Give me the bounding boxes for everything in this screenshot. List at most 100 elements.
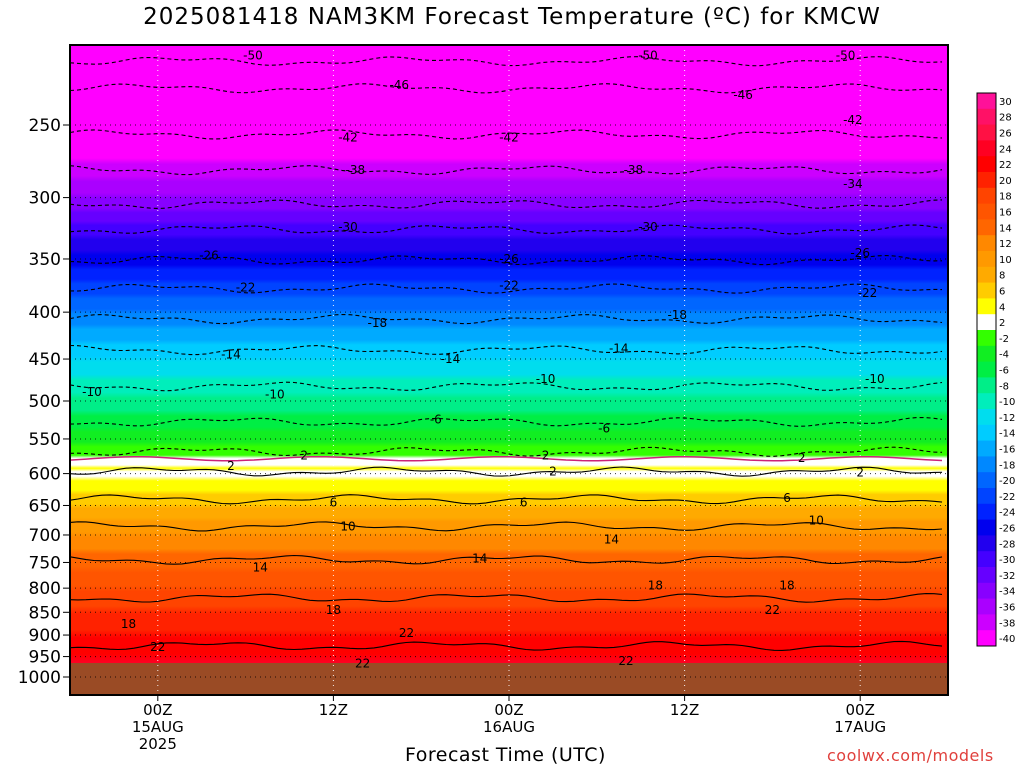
colorbar-swatch <box>977 598 996 615</box>
isotherm-line <box>70 313 943 325</box>
time-tick-label: 17AUG <box>834 718 886 736</box>
colorbar-swatch <box>977 314 996 331</box>
colorbar-label: 22 <box>999 160 1012 171</box>
contour-label: -50 <box>638 49 658 63</box>
colorbar-swatch <box>977 535 996 552</box>
colorbar-label: 24 <box>999 144 1012 155</box>
contour-label: 2 <box>798 451 806 465</box>
colorbar-swatch <box>977 172 996 189</box>
contour-label: 18 <box>121 617 136 631</box>
colorbar-label: 28 <box>999 113 1012 124</box>
isotherm-line <box>70 446 943 457</box>
contour-label: 22 <box>765 603 780 617</box>
colorbar-swatch <box>977 551 996 568</box>
colorbar-swatch <box>977 345 996 362</box>
colorbar-label: 30 <box>999 97 1012 108</box>
colorbar-swatch <box>977 582 996 599</box>
contour-label: 22 <box>399 626 414 640</box>
isotherm-line <box>70 165 943 176</box>
pressure-tick-label: 900 <box>29 626 61 646</box>
contour-label: 18 <box>326 603 341 617</box>
contour-label: 2 <box>227 459 235 473</box>
colorbar-swatch <box>977 251 996 268</box>
colorbar: 30 28 26 24 22 20 18 16 14 12 10 8 6 4 2 -2 -4 -6 -8 -10 -12… <box>976 92 1015 647</box>
colorbar-label: -10 <box>999 397 1015 408</box>
isotherm-line <box>70 224 943 235</box>
colorbar-label: -20 <box>999 476 1015 487</box>
contour-label: 22 <box>618 654 633 668</box>
colorbar-swatch <box>977 235 996 252</box>
colorbar-swatch <box>977 282 996 299</box>
x-axis-label: Forecast Time (UTC) <box>405 744 606 766</box>
colorbar-label: -12 <box>999 413 1015 424</box>
colorbar-label: 16 <box>999 208 1012 219</box>
isotherm-line <box>70 254 943 266</box>
contour-label: -18 <box>367 316 387 330</box>
isotherm-line <box>70 521 943 532</box>
contour-label: 6 <box>330 495 338 509</box>
isotherm-line <box>70 344 943 356</box>
colorbar-frame <box>976 92 997 647</box>
colorbar-swatch <box>977 377 996 394</box>
contour-label: 2 <box>300 448 308 462</box>
contour-label: 2 <box>856 465 864 479</box>
colorbar-label: -4 <box>999 350 1009 361</box>
contour-label: -26 <box>199 249 219 263</box>
colorbar-label: -22 <box>999 492 1015 503</box>
pressure-tick-label: 250 <box>29 116 61 136</box>
colorbar-label: -36 <box>999 603 1015 614</box>
contour-label: -6 <box>598 422 610 436</box>
colorbar-swatch <box>977 219 996 236</box>
contour-labels: -50 -50 -50 -46 -46 -42 -42 -42 -38 -38 -34 -30 -30 -… <box>82 49 884 671</box>
contour-label: -18 <box>667 308 687 322</box>
pressure-tick-label: 400 <box>29 303 61 323</box>
freezing-line <box>70 455 943 462</box>
time-tick-label: 12Z <box>670 701 699 719</box>
colorbar-swatch <box>977 393 996 410</box>
pressure-tick-label: 650 <box>29 496 61 516</box>
colorbar-label: -8 <box>999 381 1009 392</box>
isotherm-line <box>70 129 943 140</box>
colorbar-swatch <box>977 330 996 347</box>
colorbar-swatch <box>977 156 996 173</box>
colorbar-label: -2 <box>999 334 1009 345</box>
colorbar-swatch <box>977 488 996 505</box>
colorbar-swatch <box>977 424 996 441</box>
colorbar-swatch <box>977 503 996 520</box>
colorbar-label: -14 <box>999 429 1015 440</box>
contour-label: -26 <box>499 252 519 266</box>
colorbar-label: 18 <box>999 192 1012 203</box>
pressure-tick-label: 300 <box>29 189 61 209</box>
contour-label: -10 <box>265 388 285 402</box>
contour-label: -30 <box>638 220 658 234</box>
credit-text: coolwx.com/models <box>827 746 994 765</box>
contour-label: -14 <box>221 348 241 362</box>
colorbar-label: 8 <box>999 271 1005 282</box>
colorbar-swatch <box>977 409 996 426</box>
colorbar-label: 2 <box>999 318 1005 329</box>
pressure-tick-label: 750 <box>29 553 61 573</box>
colorbar-label: 26 <box>999 129 1012 140</box>
colorbar-swatch <box>977 614 996 631</box>
time-tick-label: 2025 <box>139 735 177 753</box>
colorbar-label: 10 <box>999 255 1012 266</box>
ground-surface <box>70 663 948 695</box>
colorbar-swatch <box>977 630 996 647</box>
contour-label: 18 <box>648 579 663 593</box>
colorbar-label: 6 <box>999 287 1005 298</box>
isotherm-line <box>70 416 943 427</box>
contour-label: -10 <box>82 385 102 399</box>
contour-label: 2 <box>542 448 550 462</box>
colorbar-label: -30 <box>999 555 1015 566</box>
colorbar-swatch <box>977 203 996 220</box>
contour-label: -42 <box>338 131 358 145</box>
colorbar-swatch <box>977 440 996 457</box>
colorbar-swatch <box>977 108 996 125</box>
contour-label: -30 <box>338 220 358 234</box>
colorbar-swatch <box>977 187 996 204</box>
colorbar-label: 12 <box>999 239 1012 250</box>
grid-lines <box>70 45 948 695</box>
contour-label: -10 <box>536 372 556 386</box>
